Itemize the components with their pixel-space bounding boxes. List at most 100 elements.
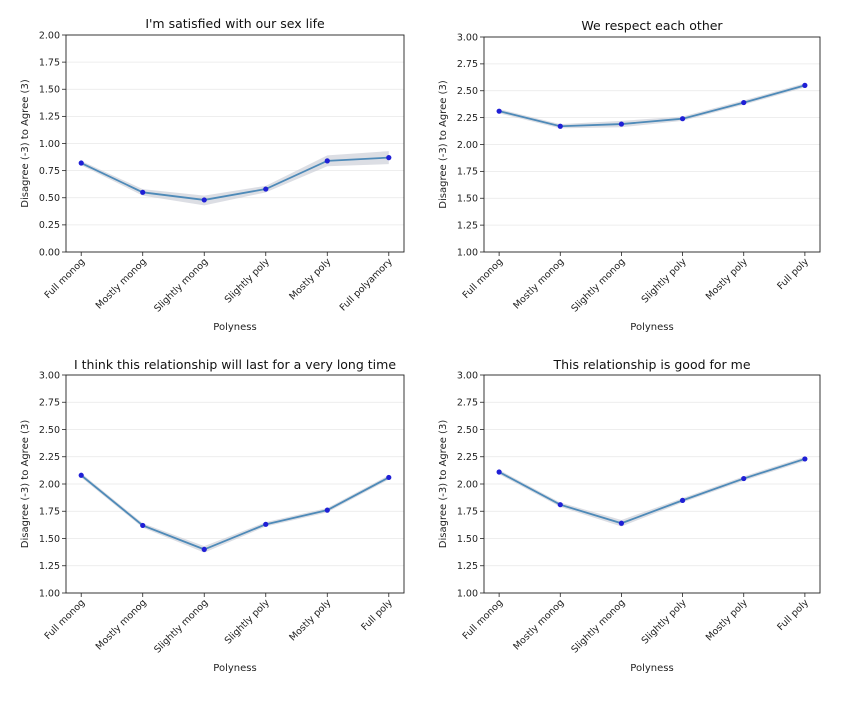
y-tick-label: 1.75 [39,57,60,68]
y-axis-label: Disagree (-3) to Agree (3) [438,80,449,209]
chart-panel-1: 0.00 0.25 0.50 0.75 1.00 1.25 1.50 1.75 2.00 Full… [20,16,405,333]
y-tick-label: 2.00 [457,479,478,490]
chart-panel-3: 1.00 1.25 1.50 1.75 2.00 2.25 2.50 2.75 3.00 Full… [20,357,405,674]
data-point [496,469,502,475]
data-point [140,522,146,529]
y-tick-label: 1.50 [39,85,60,96]
y-tick-label: 2.00 [457,140,478,151]
x-tick-label: Mostly poly [287,597,333,643]
chart-title: This relationship is good for me [552,357,750,372]
y-tick-label: 2.50 [457,86,478,97]
x-tick-label: Slightly monog [569,597,627,655]
series-line [498,458,806,525]
chart-panel-2: 1.00 1.25 1.50 1.75 2.00 2.25 2.50 2.75 3.00 Full… [438,18,821,333]
data-point [78,160,84,166]
y-tick-label: 2.25 [457,452,478,463]
y-tick-label: 1.25 [457,220,478,231]
y-tick-label: 2.75 [457,398,478,409]
data-point [324,158,330,164]
y-tick-label: 1.00 [39,588,60,599]
x-tick-label: Slightly poly [223,256,272,305]
x-tick-label: Slightly monog [569,256,627,314]
y-axis-label: Disagree (-3) to Agree (3) [20,420,31,549]
x-tick-label: Full monog [461,256,506,301]
data-point [618,121,625,127]
y-tick-label: 2.75 [457,59,478,70]
x-tick-label: Full poly [359,597,395,633]
y-tick-label: 1.25 [39,561,60,572]
x-tick-label: Full poly [775,597,811,633]
x-tick-label: Mostly monog [511,597,566,652]
x-tick-label: Slightly monog [152,256,210,314]
data-point [679,116,686,122]
y-tick-label: 0.25 [39,220,60,231]
x-tick-label: Mostly poly [704,256,750,302]
y-tick-label: 3.00 [39,370,60,381]
data-point [679,497,686,503]
y-tick-label: 1.25 [39,112,60,123]
x-tick-label: Full monog [461,597,506,642]
x-tick-label: Mostly poly [704,597,750,643]
data-point [78,472,84,478]
data-point [386,155,392,161]
y-tick-label: 2.50 [457,425,478,436]
data-point [263,521,269,527]
y-tick-label: 0.50 [39,193,60,204]
x-tick-label: Slightly monog [152,597,210,655]
data-point [618,520,625,526]
chart-title: We respect each other [581,18,723,33]
series-line [80,474,390,551]
confidence-band [81,473,389,553]
y-tick-label: 0.75 [39,166,60,177]
data-point [386,474,392,481]
y-tick-label: 2.25 [457,113,478,124]
confidence-band [499,83,805,129]
data-point [741,475,747,482]
x-tick-label: Mostly poly [287,256,333,302]
y-tick-label: 0.00 [39,247,60,258]
y-tick-label: 1.50 [457,534,478,545]
x-axis-label: Polyness [213,663,256,674]
y-tick-label: 3.00 [457,32,478,43]
y-tick-label: 1.75 [39,507,60,518]
x-tick-label: Slightly poly [640,256,689,305]
y-tick-label: 1.00 [457,247,478,258]
x-tick-label: Mostly monog [94,256,149,311]
data-point [557,123,563,129]
data-point [741,99,747,106]
y-tick-label: 1.50 [457,194,478,205]
x-tick-label: Mostly monog [511,256,566,311]
y-tick-label: 2.25 [39,452,60,463]
x-tick-label: Slightly poly [640,597,689,646]
chart-panel-4: 1.00 1.25 1.50 1.75 2.00 2.25 2.50 2.75 3.00 Full… [438,357,821,674]
x-axis-label: Polyness [213,322,256,333]
chart-title: I think this relationship will last for … [74,357,396,372]
y-tick-label: 2.00 [39,479,60,490]
data-point [201,546,207,553]
series-line [80,156,389,201]
x-tick-label: Full polyamory [338,256,395,313]
y-tick-label: 2.50 [39,425,60,436]
x-tick-label: Full monog [43,256,88,301]
y-axis-label: Disagree (-3) to Agree (3) [438,420,449,549]
y-tick-label: 1.00 [39,139,60,150]
chart-title: I'm satisfied with our sex life [145,16,325,31]
confidence-band [499,456,805,527]
data-point [263,186,269,192]
data-point [802,82,808,88]
y-tick-label: 2.00 [39,30,60,41]
y-tick-label: 1.50 [39,534,60,545]
y-tick-label: 1.00 [457,588,478,599]
data-point [140,189,146,195]
series-line [498,84,806,128]
y-tick-label: 1.75 [457,507,478,518]
data-point [802,456,808,462]
x-tick-label: Full monog [43,597,88,642]
x-axis-label: Polyness [630,663,673,674]
y-tick-label: 1.75 [457,167,478,178]
data-point [496,108,502,114]
y-axis-label: Disagree (-3) to Agree (3) [20,79,31,208]
y-tick-label: 1.25 [457,561,478,572]
data-point [201,197,207,203]
